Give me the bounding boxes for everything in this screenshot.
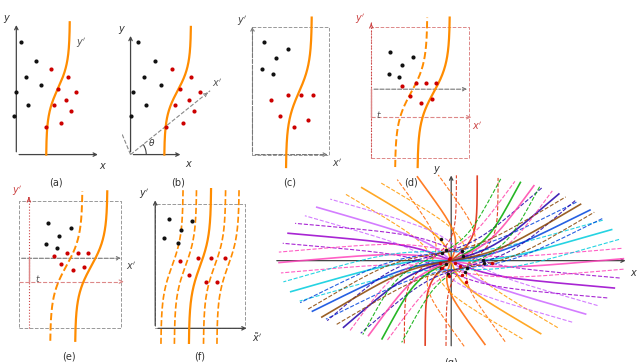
Text: (b): (b) [171, 178, 184, 188]
Text: $x'$: $x'$ [472, 120, 483, 132]
Text: (f): (f) [195, 352, 205, 362]
Text: $y'$: $y'$ [237, 14, 247, 28]
Text: $y$: $y$ [118, 24, 126, 36]
Text: $x$: $x$ [630, 268, 637, 278]
Text: $t$: $t$ [35, 273, 40, 284]
Text: $y$: $y$ [433, 164, 441, 176]
Text: $x'$: $x'$ [126, 260, 136, 272]
Text: $t$: $t$ [376, 109, 381, 121]
Text: (c): (c) [283, 178, 296, 188]
Text: $\theta$: $\theta$ [148, 137, 156, 148]
Text: (a): (a) [49, 178, 63, 188]
Text: $y$: $y$ [3, 13, 12, 25]
Text: $y'$: $y'$ [12, 185, 22, 198]
Text: $y'$: $y'$ [76, 37, 86, 50]
Text: $y'$: $y'$ [355, 12, 365, 26]
Text: $x$: $x$ [99, 161, 107, 171]
Text: $x'$: $x'$ [332, 158, 342, 169]
Text: (g): (g) [444, 358, 458, 362]
Text: $y'$: $y'$ [140, 188, 150, 201]
Text: $\tilde{x}'$: $\tilde{x}'$ [252, 332, 261, 344]
Text: (d): (d) [404, 178, 418, 188]
Text: $x'$: $x'$ [212, 77, 223, 89]
Text: $x$: $x$ [186, 159, 193, 169]
Text: (e): (e) [62, 352, 76, 362]
